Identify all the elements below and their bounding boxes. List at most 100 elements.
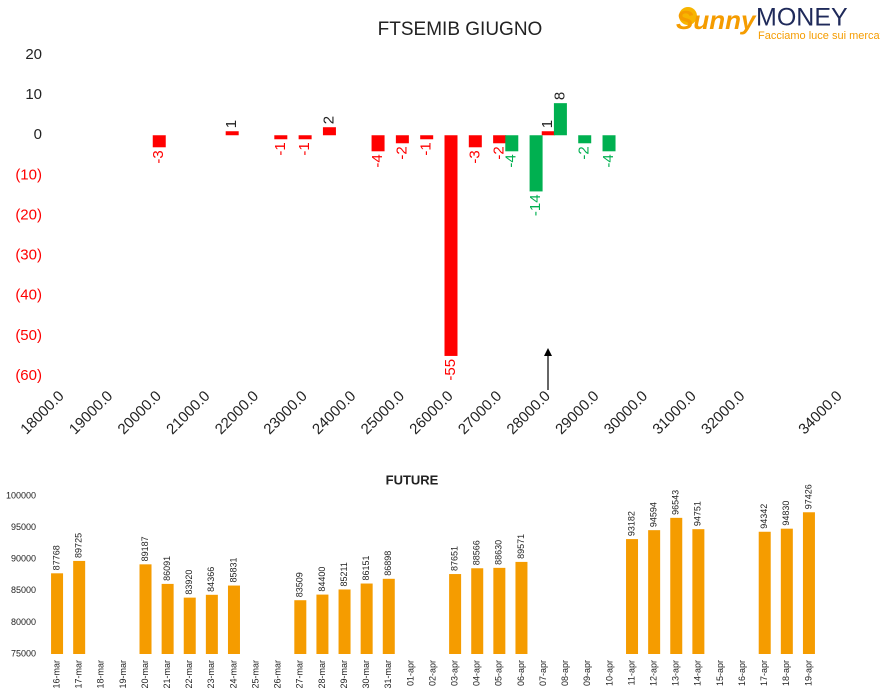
x-tick-label: 07-apr — [538, 660, 548, 686]
data-label: -2 — [491, 146, 508, 159]
data-label: 94594 — [649, 502, 659, 527]
data-label: -1 — [418, 142, 435, 155]
data-label: -3 — [466, 150, 483, 163]
y-tick-label: 10 — [25, 86, 42, 103]
data-label: -4 — [600, 154, 617, 167]
data-label: -3 — [150, 150, 167, 163]
x-tick-label: 19-mar — [118, 660, 128, 689]
bar — [471, 568, 484, 654]
x-tick-label: 24000.0 — [309, 388, 359, 438]
x-tick-label: 19000.0 — [66, 388, 116, 438]
x-tick-label: 12-apr — [649, 660, 659, 686]
bar — [758, 531, 771, 654]
data-label: 87651 — [449, 546, 459, 571]
x-tick-label: 17-mar — [74, 660, 84, 689]
data-label: -4 — [503, 154, 520, 167]
data-label: 87768 — [51, 545, 61, 570]
chart-title: FUTURE — [386, 472, 439, 487]
x-tick-label: 18-apr — [781, 660, 791, 686]
logo-sun — [679, 7, 697, 25]
bar — [298, 135, 312, 140]
x-tick-label: 30-mar — [361, 660, 371, 689]
data-label: 86151 — [361, 555, 371, 580]
bar — [780, 528, 793, 654]
x-tick-label: 25000.0 — [358, 388, 408, 438]
x-tick-label: 20000.0 — [115, 388, 165, 438]
x-tick-label: 29-mar — [339, 660, 349, 689]
x-tick-label: 22000.0 — [212, 388, 262, 438]
x-tick-label: 10-apr — [604, 660, 614, 686]
x-tick-label: 02-apr — [427, 660, 437, 686]
bar — [493, 567, 506, 654]
x-tick-label: 22-mar — [184, 660, 194, 689]
logo-brand: Sunny — [676, 5, 757, 35]
bar — [578, 135, 592, 144]
logo-tagline: Facciamo luce sui mercati — [758, 30, 880, 42]
bar — [444, 135, 458, 356]
x-tick-label: 26000.0 — [406, 388, 456, 438]
x-tick-label: 27000.0 — [455, 388, 505, 438]
bar — [294, 600, 307, 654]
bar — [468, 135, 482, 148]
data-label: 83509 — [295, 572, 305, 597]
x-tick-label: 20-mar — [140, 660, 150, 689]
x-tick-label: 29000.0 — [552, 388, 602, 438]
data-label: 83920 — [184, 570, 194, 595]
data-label: 86091 — [162, 556, 172, 581]
bar — [161, 583, 174, 654]
data-label: 93182 — [626, 511, 636, 536]
x-tick-label: 18000.0 — [17, 388, 67, 438]
bar — [274, 135, 288, 140]
x-tick-label: 19-apr — [803, 660, 813, 686]
data-label: -2 — [576, 146, 593, 159]
x-tick-label: 01-apr — [405, 660, 415, 686]
bar — [227, 585, 240, 654]
bar — [139, 564, 152, 654]
y-tick-label: 0 — [34, 126, 42, 143]
bar — [183, 597, 196, 654]
data-label: -2 — [393, 146, 410, 159]
x-tick-label: 31000.0 — [649, 388, 699, 438]
bar — [73, 560, 86, 654]
x-tick-label: 05-apr — [494, 660, 504, 686]
y-tick-label: 85000 — [11, 585, 36, 595]
y-tick-label: (10) — [15, 166, 42, 183]
data-label: 2 — [320, 116, 337, 124]
data-label: -55 — [442, 359, 459, 381]
y-tick-label: (30) — [15, 247, 42, 264]
bar — [648, 530, 661, 654]
data-label: 88630 — [494, 540, 504, 565]
bar — [626, 539, 639, 654]
x-tick-label: 21000.0 — [163, 388, 213, 438]
x-tick-label: 16-mar — [51, 660, 61, 689]
bar — [420, 135, 434, 140]
x-tick-label: 16-apr — [737, 660, 747, 686]
x-tick-label: 03-apr — [449, 660, 459, 686]
x-tick-label: 24-mar — [228, 660, 238, 689]
chart-title: FTSEMIB GIUGNO — [378, 19, 543, 40]
data-label: -1 — [296, 142, 313, 155]
y-tick-label: 80000 — [11, 617, 36, 627]
x-tick-label: 08-apr — [560, 660, 570, 686]
y-tick-label: 75000 — [11, 648, 36, 658]
bar — [602, 135, 616, 152]
x-tick-label: 30000.0 — [601, 388, 651, 438]
bar — [505, 135, 519, 152]
bar — [338, 589, 351, 654]
x-tick-label: 14-apr — [693, 660, 703, 686]
x-tick-label: 25-mar — [250, 660, 260, 689]
y-tick-label: 90000 — [11, 554, 36, 564]
x-tick-label: 15-apr — [715, 660, 725, 686]
bar — [322, 127, 336, 136]
bar — [553, 103, 567, 136]
bar — [449, 574, 462, 654]
x-tick-label: 04-apr — [472, 660, 482, 686]
x-tick-label: 21-mar — [162, 660, 172, 689]
data-label: -4 — [369, 154, 386, 167]
data-label: 1 — [223, 120, 240, 128]
bar — [360, 583, 373, 654]
data-label: 8 — [551, 92, 568, 100]
bar — [152, 135, 166, 148]
x-tick-label: 11-apr — [626, 660, 636, 685]
